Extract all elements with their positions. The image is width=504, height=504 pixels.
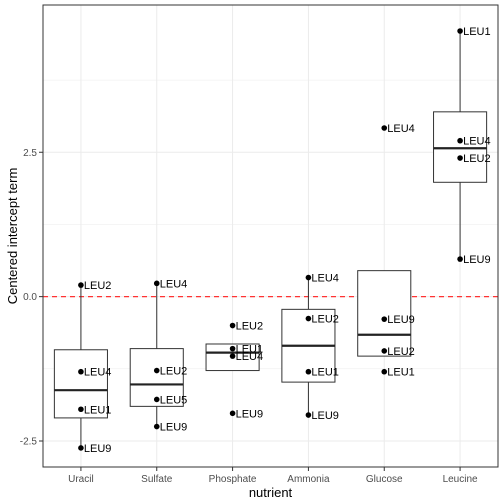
point-label: LEU1 [84, 404, 112, 416]
x-tick-label: Sulfate [141, 474, 173, 485]
data-point [78, 406, 84, 413]
point-label: LEU2 [236, 321, 264, 333]
x-tick-label: Glucose [366, 474, 403, 485]
point-label: LEU2 [311, 314, 339, 326]
data-point [457, 28, 463, 34]
point-label: LEU1 [236, 344, 264, 356]
y-tick-label: 2.5 [23, 148, 37, 159]
data-point [78, 282, 84, 288]
point-label: LEU9 [463, 254, 491, 266]
data-point [229, 322, 236, 329]
data-point [229, 410, 236, 417]
box-iqr [433, 111, 488, 183]
point-label: LEU9 [160, 422, 188, 434]
point-label: LEU1 [387, 367, 415, 379]
x-tick-label: Ammonia [287, 474, 330, 485]
point-label: LEU9 [311, 410, 339, 422]
point-label: LEU9 [84, 443, 112, 455]
data-point [457, 137, 463, 144]
y-tick-label: -2.5 [20, 437, 38, 448]
x-tick-label: Leucine [443, 474, 478, 485]
box-uracil [53, 285, 108, 448]
point-label: LEU4 [160, 278, 188, 290]
data-point [229, 353, 236, 359]
point-label: LEU5 [160, 394, 188, 406]
point-label: LEU1 [311, 367, 339, 379]
data-point [153, 423, 160, 430]
box-leucine [433, 30, 488, 260]
data-point [153, 396, 160, 403]
data-points [78, 28, 463, 451]
data-point [305, 412, 312, 418]
plot-panel [43, 5, 498, 467]
point-labels: LEU2LEU4LEU1LEU9LEU4LEU2LEU5LEU9LEU2LEU1… [84, 26, 491, 455]
data-point [78, 368, 84, 375]
data-point [381, 368, 388, 375]
y-tick-label: 0.0 [23, 292, 37, 303]
x-axis-title: nutrient [249, 485, 293, 500]
point-label: LEU2 [160, 366, 188, 378]
point-label: LEU9 [387, 314, 415, 326]
data-point [381, 316, 388, 322]
boxes [53, 30, 488, 448]
point-label: LEU2 [387, 346, 415, 358]
axes: -2.5 0.0 2.5 Uracil Sulfate Phosphate Ammonia G… [20, 148, 478, 485]
data-point [305, 368, 312, 375]
data-point [153, 280, 160, 287]
box-iqr [357, 270, 412, 357]
box-glucose [357, 270, 412, 357]
point-label: LEU4 [84, 367, 112, 379]
data-point [381, 348, 388, 354]
data-point [457, 155, 463, 161]
x-tick-label: Phosphate [209, 474, 257, 485]
data-point [153, 367, 160, 374]
data-point [78, 445, 84, 451]
point-label: LEU9 [236, 408, 264, 420]
point-label: LEU2 [84, 280, 112, 292]
point-label: LEU4 [387, 123, 415, 135]
data-point [229, 345, 236, 352]
point-label: LEU4 [311, 273, 339, 285]
point-label: LEU2 [463, 153, 491, 165]
data-point [381, 125, 388, 131]
panel-border [42, 4, 499, 468]
y-axis-title: Centered intercept term [5, 168, 20, 305]
x-tick-label: Uracil [68, 474, 94, 485]
point-label: LEU4 [236, 351, 264, 363]
data-point [305, 315, 312, 322]
point-label: LEU4 [463, 136, 491, 148]
point-label: LEU1 [463, 26, 491, 38]
data-point [457, 256, 463, 262]
data-point [305, 274, 312, 281]
